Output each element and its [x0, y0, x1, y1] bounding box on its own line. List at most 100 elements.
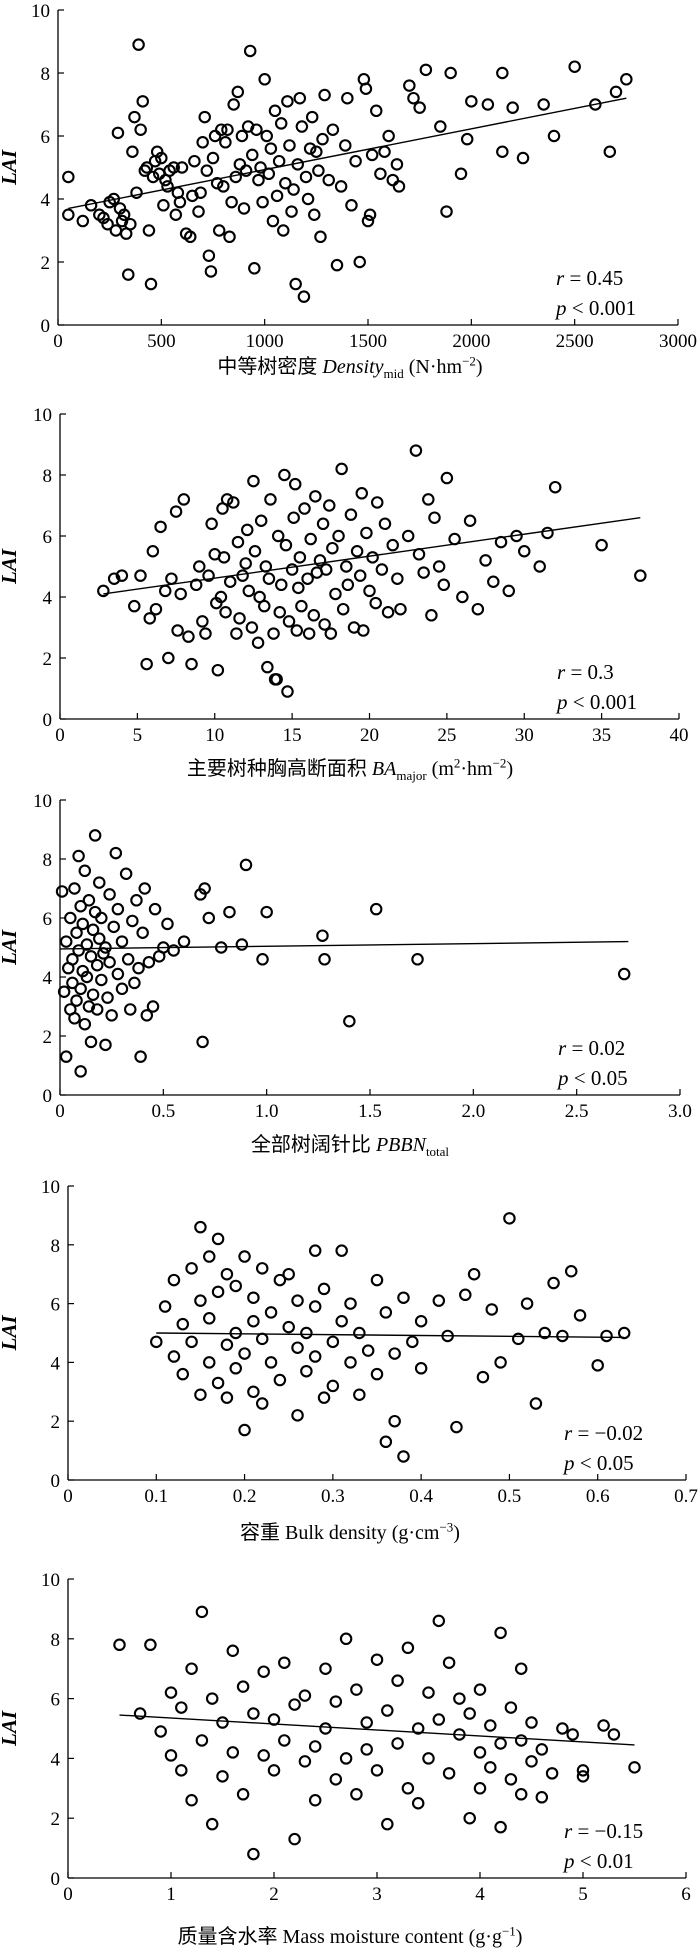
data-point: [76, 917, 89, 931]
data-point: [103, 956, 116, 969]
data-point: [502, 584, 516, 598]
data-point: [353, 255, 366, 269]
data-point: [154, 1725, 167, 1738]
x-tick-label: 40: [670, 725, 689, 746]
data-point: [205, 517, 218, 531]
data-point: [99, 941, 112, 954]
stat-p: p < 0.001: [555, 690, 637, 714]
data-point: [245, 621, 259, 634]
x-tick-label: 0: [63, 1884, 73, 1905]
data-point: [211, 1232, 225, 1246]
data-point: [448, 532, 461, 546]
panel-1: 0 2 4 6 8 10 0 500 1000 1500 2000 2500 3000 LAI r = 0.…: [0, 0, 700, 392]
data-point: [144, 277, 158, 291]
x-tick-label: 35: [592, 725, 611, 746]
data-point: [378, 517, 392, 531]
data-point: [281, 95, 294, 108]
y-tick-label: 4: [41, 190, 51, 211]
data-point: [422, 493, 435, 506]
data-point: [298, 1689, 312, 1702]
data-point: [381, 1817, 394, 1831]
y-tick-label: 8: [51, 1630, 61, 1651]
data-point: [146, 170, 160, 184]
chart-5: 0 2 4 6 8 10 0 1 2 3 4 5 6 LAI r = −0.15 p < 0.01: [0, 1570, 691, 1905]
data-point: [564, 1265, 578, 1278]
data-point: [68, 1012, 81, 1025]
data-point: [72, 944, 85, 957]
data-point: [143, 612, 157, 625]
data-point: [545, 1767, 559, 1780]
data-point: [115, 935, 129, 948]
data-point: [236, 569, 249, 582]
data-point: [142, 224, 156, 237]
data-point: [597, 1719, 610, 1732]
x-tick-label: 25: [437, 725, 456, 746]
data-point: [248, 262, 261, 275]
y-axis-label: LAI: [0, 929, 21, 966]
data-point: [202, 249, 216, 262]
data-point: [250, 123, 263, 136]
data-point: [411, 953, 424, 966]
data-point: [308, 1244, 322, 1257]
data-point: [107, 920, 120, 934]
data-point: [227, 496, 240, 509]
data-point: [146, 1000, 160, 1013]
data-point: [403, 79, 416, 92]
data-point: [257, 1665, 270, 1678]
data-point: [388, 1414, 401, 1428]
data-point: [174, 587, 187, 601]
data-point: [126, 145, 139, 159]
data-point: [401, 1641, 415, 1655]
data-point: [322, 173, 335, 187]
data-point: [271, 529, 285, 543]
y-tick-label: 2: [41, 253, 51, 274]
data-point: [124, 1003, 137, 1016]
data-point: [270, 673, 283, 686]
data-point: [428, 511, 441, 524]
data-point: [70, 926, 83, 940]
data-point: [326, 123, 340, 136]
data-point: [229, 1362, 242, 1375]
stat-r: r = 0.02: [558, 1036, 625, 1060]
panel-5: 0 2 4 6 8 10 0 1 2 3 4 5 6 LAI r = −0.15 p < 0.01 质量含水率…: [0, 1568, 700, 1960]
data-point: [194, 1388, 207, 1401]
data-point: [146, 545, 160, 558]
data-point: [308, 1350, 322, 1363]
data-point: [299, 170, 313, 184]
data-point: [282, 615, 296, 628]
x-tick-label: 6: [681, 1884, 691, 1905]
data-point: [158, 584, 172, 598]
data-point: [339, 139, 352, 152]
data-point: [440, 471, 454, 485]
data-point: [117, 208, 131, 222]
data-point: [353, 569, 367, 582]
data-point: [503, 1212, 516, 1225]
data-point: [290, 624, 304, 637]
data-point: [68, 882, 81, 895]
data-point: [370, 1273, 384, 1287]
data-point: [434, 120, 447, 133]
data-point: [291, 1409, 304, 1422]
data-point: [198, 882, 211, 895]
data-point: [547, 129, 561, 143]
stat-p: p < 0.01: [562, 1849, 634, 1873]
data-point: [291, 1341, 304, 1354]
data-point: [264, 1356, 278, 1369]
trend-line: [119, 1714, 635, 1746]
data-point: [365, 148, 379, 162]
data-point: [360, 1716, 373, 1729]
data-point: [205, 1817, 219, 1831]
data-point: [485, 1303, 499, 1316]
data-point: [243, 44, 257, 58]
data-point: [247, 1291, 260, 1304]
data-point: [295, 120, 309, 133]
data-point: [134, 569, 147, 582]
data-point: [107, 572, 121, 585]
y-tick-label: 6: [41, 127, 51, 148]
y-tick-label: 6: [43, 527, 53, 548]
x-axis-label-4: 容重 Bulk density (g·cm−3): [240, 1519, 460, 1544]
data-point: [247, 1385, 260, 1399]
data-point: [203, 1250, 216, 1263]
data-point: [476, 1370, 490, 1384]
data-point: [216, 1716, 229, 1729]
